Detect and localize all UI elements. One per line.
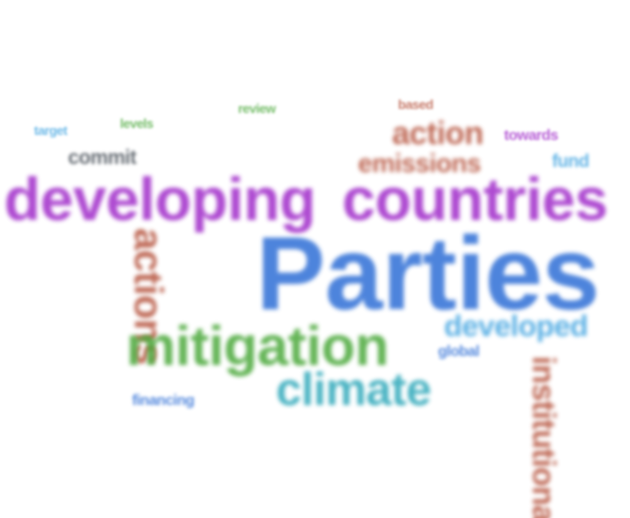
word-action: action xyxy=(392,115,484,151)
word-developing: developing xyxy=(4,166,316,233)
word-target: target xyxy=(34,123,68,138)
word-climate: climate xyxy=(276,363,432,415)
word-developed: developed xyxy=(444,310,588,343)
word-parties: Parties xyxy=(256,216,600,332)
word-levels: levels xyxy=(120,116,154,131)
word-review: review xyxy=(238,101,276,116)
word-global: global xyxy=(438,343,480,360)
word-financing: financing xyxy=(132,392,195,409)
word-fund: fund xyxy=(552,151,589,171)
word-mitigation: mitigation xyxy=(126,314,389,377)
word-commit: commit xyxy=(68,147,137,169)
word-emissions: emissions xyxy=(358,148,481,178)
word-towards: towards xyxy=(504,127,559,144)
word-countries: countries xyxy=(342,166,608,233)
word-institutional: institutional xyxy=(526,356,562,518)
word-based: based xyxy=(398,97,434,112)
